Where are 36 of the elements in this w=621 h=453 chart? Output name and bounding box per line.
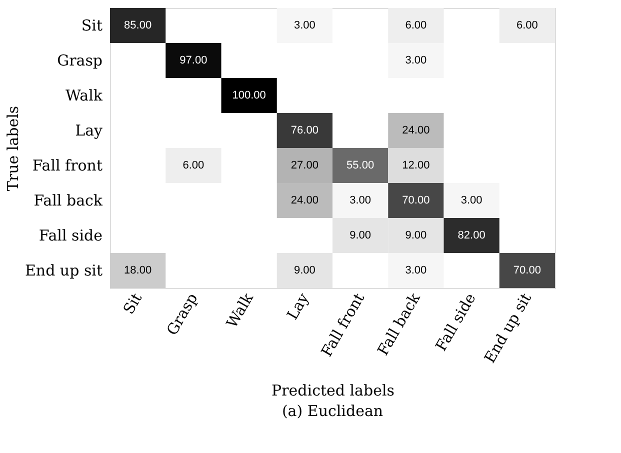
data-label: 82.00 [458, 230, 486, 242]
data-label: 6.00 [516, 20, 538, 32]
data-label: 70.00 [513, 264, 541, 276]
x-axis-title: Predicted labels [272, 382, 394, 400]
y-tick-label: Lay [75, 122, 104, 140]
x-tick-label: Sit [119, 290, 146, 318]
text: (a) Euclidean [282, 402, 384, 420]
data-label: 27.00 [290, 160, 318, 172]
data-label: 100.00 [232, 90, 266, 102]
data-label: 55.00 [346, 160, 374, 172]
data-label: 12.00 [402, 160, 430, 172]
data-label: 76.00 [290, 124, 318, 136]
y-tick-label: Sit [81, 16, 102, 34]
data-label: 3.00 [405, 264, 427, 276]
data-label: 24.00 [290, 194, 318, 206]
data-label: 6.00 [405, 20, 427, 32]
data-label: 9.00 [294, 264, 316, 276]
y-tick-label: Walk [66, 86, 104, 104]
data-label: 3.00 [405, 54, 427, 66]
data-label: 3.00 [460, 194, 482, 206]
y-tick-label: Fall side [38, 226, 103, 244]
y-tick-label: Grasp [57, 52, 102, 70]
data-label: 3.00 [294, 20, 316, 32]
data-label: 24.00 [402, 124, 430, 136]
data-label: 9.00 [350, 230, 372, 242]
y-tick-label: Fall front [32, 156, 102, 174]
data-label: 97.00 [180, 54, 208, 66]
data-label: 6.00 [182, 160, 204, 172]
y-tick-label: End up sit [24, 262, 102, 280]
y-axis-title: True labels [4, 106, 22, 192]
data-label: 18.00 [124, 264, 152, 276]
y-tick-label: Fall back [34, 192, 104, 210]
data-label: 85.00 [124, 20, 152, 32]
data-label: 3.00 [350, 194, 372, 206]
data-label: 9.00 [405, 230, 427, 242]
data-label: 70.00 [402, 194, 430, 206]
